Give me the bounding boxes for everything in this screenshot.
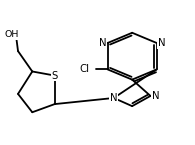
Text: S: S [51,71,58,81]
Text: N: N [110,93,118,103]
Text: N: N [152,91,159,101]
Text: OH: OH [5,30,19,39]
Text: Cl: Cl [79,64,89,74]
Text: N: N [158,38,165,48]
Text: N: N [99,38,107,48]
